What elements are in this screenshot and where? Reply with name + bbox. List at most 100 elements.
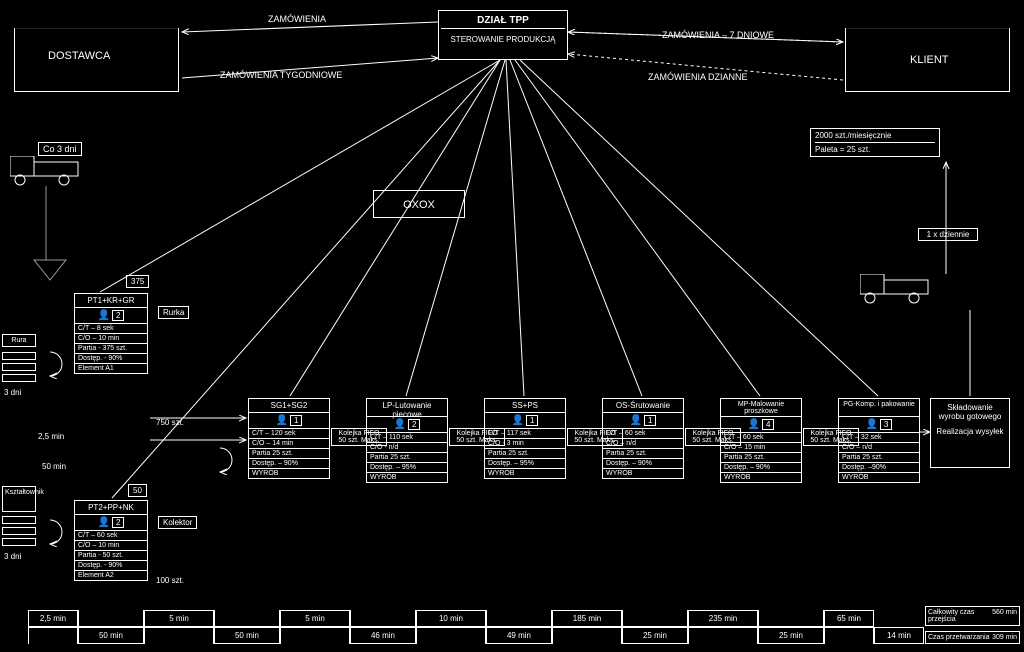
rura-bins (2, 352, 36, 385)
ss-wyrob: WYRÓB (485, 469, 565, 478)
ksztalt-box: Kształtownik (2, 486, 36, 512)
sg-ct: C/T – 120 sek (249, 429, 329, 439)
arrow-daily: ZAMÓWIENIA DZIANNE (648, 72, 748, 82)
kolektor-box: Kolektor (158, 516, 197, 529)
sg-wyrob: WYRÓB (249, 469, 329, 478)
pg-title: PG-Komp. i pakowanie (839, 399, 919, 417)
arrow-7day: ZAMÓWIENIA – 7 DNIOWE (662, 30, 774, 40)
rura-time: 3 dni (4, 388, 21, 397)
pt2-ct: C/T – 60 sek (75, 531, 147, 541)
min25: 2,5 min (38, 432, 64, 441)
sg-title: SG1+SG2 (249, 399, 329, 413)
pt1-dostep: Dostęp. - 90% (75, 354, 147, 364)
control-title: DZIAŁ TPP (441, 13, 565, 28)
os-partia: Partia 25 szt. (603, 449, 683, 459)
pt1-elem: Element A1 (75, 364, 147, 373)
rurka-box: Rurka (158, 306, 189, 319)
lp-partia: Partia 25 szt. (367, 453, 447, 463)
sg-partia: Partia 25 szt. (249, 449, 329, 459)
pt1-process: PT1+KR+GR 👤2 C/T – 8 sek C/O – 10 min Pa… (74, 293, 148, 374)
os-wyrob: WYRÓB (603, 469, 683, 478)
lp-dostep: Dostęp. – 95% (367, 463, 447, 473)
mp-co: C/O – 15 min (721, 443, 801, 453)
mp-icon: 👤4 (721, 417, 801, 433)
ss-dostep: Dostęp. – 95% (485, 459, 565, 469)
arrow-orders: ZAMÓWIENIA (268, 14, 326, 24)
os-ct: C/T – 60 sek (603, 429, 683, 439)
pg-icon: 👤3 (839, 417, 919, 433)
timeline: 2,5 min 5 min 5 min 10 min 185 min 235 m… (28, 610, 924, 644)
pt2-title: PT2+PP+NK (75, 501, 147, 515)
ship-freq: 1 x dziennie (918, 228, 978, 241)
arrow-weekly: ZAMÓWIENIA TYGODNIOWE (220, 70, 342, 80)
mp-title: MP-Malowanie proszkowe (721, 399, 801, 417)
final-box: Składowanie wyrobu gotowego Realizacja w… (930, 398, 1010, 468)
pt1-title: PT1+KR+GR (75, 294, 147, 308)
sg-icon: 👤1 (249, 413, 329, 429)
os-dostep: Dostęp. – 90% (603, 459, 683, 469)
mp-wyrob: WYRÓB (721, 473, 801, 482)
summary-leadtime: Całkowity czas przejścia560 min (925, 606, 1020, 626)
ss-co: C/O - 3 min (485, 439, 565, 449)
mp-partia: Partia 25 szt. (721, 453, 801, 463)
szt100: 100 szt. (156, 576, 184, 585)
pt1-tri: 375 (126, 275, 149, 288)
lp-wyrob: WYRÓB (367, 473, 447, 482)
control-subtitle: STEROWANIE PRODUKCJĄ (441, 29, 565, 44)
lp-co: C/O - n/d (367, 443, 447, 453)
os-title: OS-Śrutowanie (603, 399, 683, 413)
connection-lines (0, 0, 1024, 652)
pg-co: C/O – n/d (839, 443, 919, 453)
supply-freq: Co 3 dni (38, 142, 82, 156)
customer-info-box: 2000 szt./miesięcznie Paleta = 25 szt. (810, 128, 940, 157)
pt2-dostep: Dostęp. - 90% (75, 561, 147, 571)
customer-label: KLIENT (910, 54, 949, 66)
pt2-process: PT2+PP+NK 👤2 C/T – 60 sek C/O – 10 min P… (74, 500, 148, 581)
pt2-co: C/O – 10 min (75, 541, 147, 551)
ss-icon: 👤1 (485, 413, 565, 429)
lp-ct: C/T – 110 sek (367, 433, 447, 443)
pg-partia: Partia 25 szt. (839, 453, 919, 463)
szt750: 750 szt. (156, 418, 184, 427)
min50: 50 min (42, 462, 66, 471)
lp-title: LP-Lutowanie piecowe (367, 399, 447, 417)
pt2-elem: Element A2 (75, 571, 147, 580)
os-co: C/O – n/d (603, 439, 683, 449)
ss-partia: Partia 25 szt. (485, 449, 565, 459)
pt2-partia: Partia - 50 szt. (75, 551, 147, 561)
sg-process: SG1+SG2 👤1 C/T – 120 sek C/O – 14 min Pa… (248, 398, 330, 479)
sg-dostep: Dostęp. – 90% (249, 459, 329, 469)
customer-volume: 2000 szt./miesięcznie (815, 131, 935, 143)
pt2-icon: 👤2 (75, 515, 147, 531)
rura-box: Rura (2, 334, 36, 347)
os-icon: 👤1 (603, 413, 683, 429)
supplier-label: DOSTAWCA (48, 50, 110, 62)
control-box: DZIAŁ TPP STEROWANIE PRODUKCJĄ (438, 10, 568, 60)
ksztalt-bins (2, 516, 36, 549)
ship-truck-icon (860, 274, 934, 309)
mp-dostep: Dostęp. – 90% (721, 463, 801, 473)
ss-ct: C/T – 117 sek (485, 429, 565, 439)
pg-process: PG-Komp. i pakowanie 👤3 C/T – 32 sek C/O… (838, 398, 920, 483)
pg-wyrob: WYRÓB (839, 473, 919, 482)
customer-pallet: Paleta = 25 szt. (815, 143, 935, 154)
pt1-partia: Partia - 375 szt. (75, 344, 147, 354)
pg-ct: C/T – 32 sek (839, 433, 919, 443)
pt1-co: C/O – 10 min (75, 334, 147, 344)
supply-truck-icon (10, 156, 84, 191)
summary-proctime: Czas przetwarzania309 min (925, 631, 1020, 644)
ss-title: SS+PS (485, 399, 565, 413)
ss-process: SS+PS 👤1 C/T – 117 sek C/O - 3 min Parti… (484, 398, 566, 479)
mp-ct: C/T – 60 sek (721, 433, 801, 443)
pt1-ct: C/T – 8 sek (75, 324, 147, 334)
oxox-box: OXOX (373, 190, 465, 218)
lp-icon: 👤2 (367, 417, 447, 433)
ksztalt-time: 3 dni (4, 552, 21, 561)
pt2-tri: 50 (128, 484, 147, 497)
final-sub: Realizacja wysyłek (935, 427, 1005, 436)
pt1-icon: 👤2 (75, 308, 147, 324)
lp-process: LP-Lutowanie piecowe 👤2 C/T – 110 sek C/… (366, 398, 448, 483)
pg-dostep: Dostęp. –90% (839, 463, 919, 473)
final-title: Składowanie wyrobu gotowego (935, 403, 1005, 421)
sg-co: C/O – 14 min (249, 439, 329, 449)
